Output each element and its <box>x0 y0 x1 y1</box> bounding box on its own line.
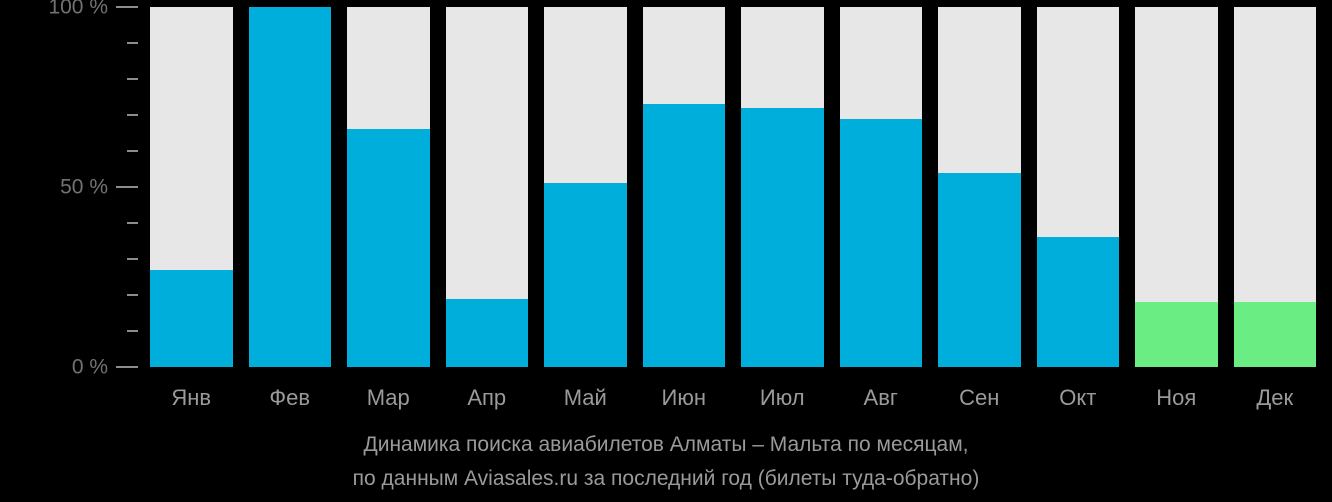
bar-fill <box>544 183 627 367</box>
bar-мар[interactable] <box>347 7 446 367</box>
bar-fill <box>938 172 1021 367</box>
plot-area <box>150 7 1332 367</box>
y-tick-mark-100 <box>116 6 138 8</box>
x-axis-label-май: Май <box>544 378 643 418</box>
bar-fill <box>1233 302 1316 367</box>
x-axis-label-text: Окт <box>1059 385 1097 410</box>
x-axis-label-text: Мар <box>366 385 410 410</box>
bar-fill <box>150 269 233 367</box>
bar-fill <box>741 107 824 367</box>
bar-fill <box>445 298 528 367</box>
x-axis-label-text: Янв <box>171 385 212 410</box>
y-tick-mark-80 <box>127 78 138 80</box>
bar-дек[interactable] <box>1233 7 1332 367</box>
x-axis-label-text: Июл <box>759 385 805 410</box>
bar-ноя[interactable] <box>1135 7 1234 367</box>
y-tick-mark-40 <box>127 222 138 224</box>
x-axis-label-фев: Фев <box>249 378 348 418</box>
bar-апр[interactable] <box>445 7 545 367</box>
x-axis-label-text: Авг <box>863 385 898 410</box>
x-axis-label-text: Июн <box>661 385 706 410</box>
x-axis-label-авг: Авг <box>840 378 939 418</box>
caption-line-title: Динамика поиска авиабилетов Алматы – Мал… <box>363 433 969 456</box>
x-axis-label-мар: Мар <box>347 378 446 418</box>
x-axis-label-июл: Июл <box>741 378 840 418</box>
x-axis-label-text: Фев <box>269 385 311 410</box>
x-axis-label-янв: Янв <box>150 378 249 418</box>
bar-фев[interactable] <box>248 7 348 367</box>
y-tick-mark-20 <box>127 294 138 296</box>
x-axis-label-text: Дек <box>1256 385 1294 410</box>
x-axis-label-дек: Дек <box>1234 378 1332 418</box>
bar-fill <box>839 118 922 367</box>
bar-fill <box>347 129 430 367</box>
bar-май[interactable] <box>544 7 643 367</box>
x-axis-label-сен: Сен <box>938 378 1037 418</box>
y-tick-mark-90 <box>127 42 138 44</box>
bar-июл[interactable] <box>741 7 840 367</box>
y-axis: 100 % 50 % 0 % <box>0 0 150 502</box>
y-tick-label-50: 50 % <box>60 175 108 199</box>
x-axis: Янв Фев Мар Апр Май Июн Июл Авг Сен Окт Ноя Дек <box>150 378 1332 418</box>
x-axis-label-окт: Окт <box>1037 378 1136 418</box>
y-tick-mark-50 <box>116 186 138 188</box>
x-axis-label-text: Сен <box>959 385 1000 410</box>
x-axis-label-text: Апр <box>467 385 507 410</box>
bar-fill <box>248 7 331 367</box>
y-tick-mark-60 <box>127 150 138 152</box>
y-tick-mark-30 <box>127 258 138 260</box>
bar-fill <box>1036 237 1119 367</box>
x-axis-label-апр: Апр <box>446 378 545 418</box>
y-tick-label-100: 100 % <box>48 0 108 19</box>
bar-fill <box>1135 302 1218 367</box>
bar-июн[interactable] <box>642 7 742 367</box>
x-axis-label-text: Май <box>563 385 607 410</box>
bar-сен[interactable] <box>938 7 1037 367</box>
bar-авг[interactable] <box>839 7 939 367</box>
y-tick-mark-70 <box>127 114 138 116</box>
bar-янв[interactable] <box>150 7 249 367</box>
caption-line-subtitle: по данным Aviasales.ru за последний год … <box>352 467 980 490</box>
bar-fill <box>642 104 725 367</box>
x-axis-label-ноя: Ноя <box>1135 378 1234 418</box>
x-axis-label-июн: Июн <box>643 378 742 418</box>
y-tick-label-0: 0 % <box>71 355 108 379</box>
bar-окт[interactable] <box>1036 7 1136 367</box>
x-axis-label-text: Ноя <box>1156 385 1197 410</box>
chart-caption: Динамика поиска авиабилетов Алматы – Мал… <box>0 428 1332 496</box>
y-tick-mark-0 <box>116 366 138 368</box>
y-tick-mark-10 <box>127 330 138 332</box>
